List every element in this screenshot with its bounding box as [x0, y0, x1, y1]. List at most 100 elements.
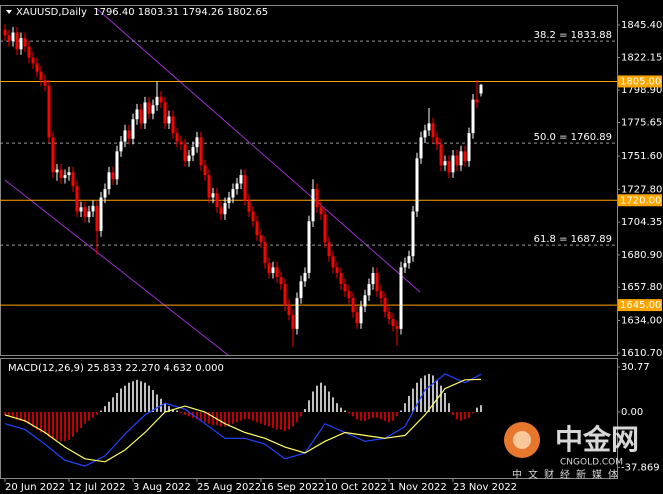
candle-body [271, 267, 275, 273]
candle-body [363, 295, 367, 307]
candle-body [67, 172, 71, 176]
candle-body [167, 116, 171, 124]
candle-body [399, 267, 403, 329]
candle-body [259, 235, 263, 243]
fib-label: 38.2 = 1833.88 [534, 30, 612, 41]
candle-body [75, 186, 79, 212]
candle-body [135, 109, 139, 120]
candle-body [479, 84, 483, 94]
candle-body [447, 161, 451, 173]
level-label: 1720.00 [620, 195, 661, 206]
x-tick-label: 1 Nov 2022 [389, 482, 447, 493]
candle-body [203, 165, 207, 176]
x-tick-label: 10 Oct 2022 [325, 482, 387, 493]
candle-body [335, 267, 339, 273]
candle-body [315, 189, 319, 208]
y-tick-label: 1680.90 [621, 250, 662, 261]
candle-body [155, 96, 159, 106]
candle-body [51, 137, 55, 173]
candle-body [187, 155, 191, 162]
macd-y-tick-label: 0.00 [621, 407, 643, 418]
candle-body [419, 137, 423, 159]
candle-body [471, 99, 475, 134]
macd-y-tick-label: -37.869 [621, 462, 660, 473]
candle-body [219, 207, 223, 215]
fib-label: 61.8 = 1687.89 [534, 234, 612, 245]
macd-title: MACD(12,26,9) 25.833 22.270 4.632 0.000 [8, 363, 224, 374]
candle-body [439, 144, 443, 166]
candle-body [19, 38, 23, 50]
candle-body [283, 284, 287, 306]
level-label: 1805.00 [620, 76, 661, 87]
candle-body [139, 109, 143, 124]
candle-body [59, 169, 63, 178]
candle-body [235, 183, 239, 190]
macd-pane [0, 358, 618, 479]
slogan: 中文财经新媒体 [512, 468, 624, 481]
candle-body [391, 319, 395, 327]
x-tick-label: 12 Jul 2022 [69, 482, 126, 493]
candle-body [211, 193, 215, 198]
watermark: 中金网 CNGOLD.COM 中文财经新媒体 [504, 422, 639, 481]
candle-body [123, 130, 127, 142]
candle-body [207, 175, 211, 198]
candle-body [111, 172, 115, 180]
x-tick-label: 3 Aug 2022 [133, 482, 191, 493]
candle-body [323, 214, 327, 243]
candle-body [387, 312, 391, 320]
candle-body [171, 116, 175, 134]
candle-body [163, 102, 167, 124]
candle-body [143, 102, 147, 124]
candle-body [287, 305, 291, 315]
candle-body [415, 158, 419, 212]
macd-line [4, 373, 482, 467]
candle-body [343, 284, 347, 292]
macd-line [4, 378, 482, 463]
y-tick-label: 1657.80 [621, 282, 662, 293]
candle-body [303, 272, 307, 282]
candle-body [351, 298, 355, 313]
candle-body [131, 119, 135, 139]
candle-body [43, 80, 47, 86]
candle-body [407, 256, 411, 264]
candle-body [319, 207, 323, 215]
candle-body [243, 175, 247, 201]
price-pane [0, 5, 618, 356]
candle-body [427, 123, 431, 131]
candle-body [159, 96, 163, 103]
candle-body [71, 172, 75, 187]
logo-core [513, 431, 531, 449]
x-tick-label: 23 Nov 2022 [453, 482, 517, 493]
candle-body [295, 298, 299, 329]
candle-body [27, 46, 31, 58]
candle-body [39, 71, 43, 81]
candle-body [91, 205, 95, 212]
candle-body [23, 38, 27, 47]
candle-body [231, 189, 235, 198]
level-tag [618, 194, 662, 207]
x-tick-label: 20 Jun 2022 [5, 482, 65, 493]
candle-body [435, 137, 439, 145]
candle-body [103, 189, 107, 198]
x-tick-label: 16 Sep 2022 [261, 482, 324, 493]
candle-body [451, 155, 455, 173]
candle-body [239, 175, 243, 184]
candle-body [443, 161, 447, 166]
menu-arrow[interactable] [6, 10, 12, 14]
candle-body [375, 272, 379, 292]
candle-body [411, 211, 415, 257]
candle-body [431, 123, 435, 138]
channel-line [4, 179, 229, 356]
candle-body [247, 200, 251, 212]
x-tick-label: 25 Aug 2022 [197, 482, 261, 493]
candle-body [3, 29, 7, 36]
candle-body [307, 221, 311, 273]
candle-body [147, 102, 151, 114]
candle-body [463, 151, 467, 162]
candle-body [127, 130, 131, 139]
candle-body [95, 205, 99, 232]
y-tick-label: 1751.60 [621, 151, 662, 162]
y-tick-label: 1798.90 [621, 85, 662, 96]
candle-body [311, 189, 315, 222]
